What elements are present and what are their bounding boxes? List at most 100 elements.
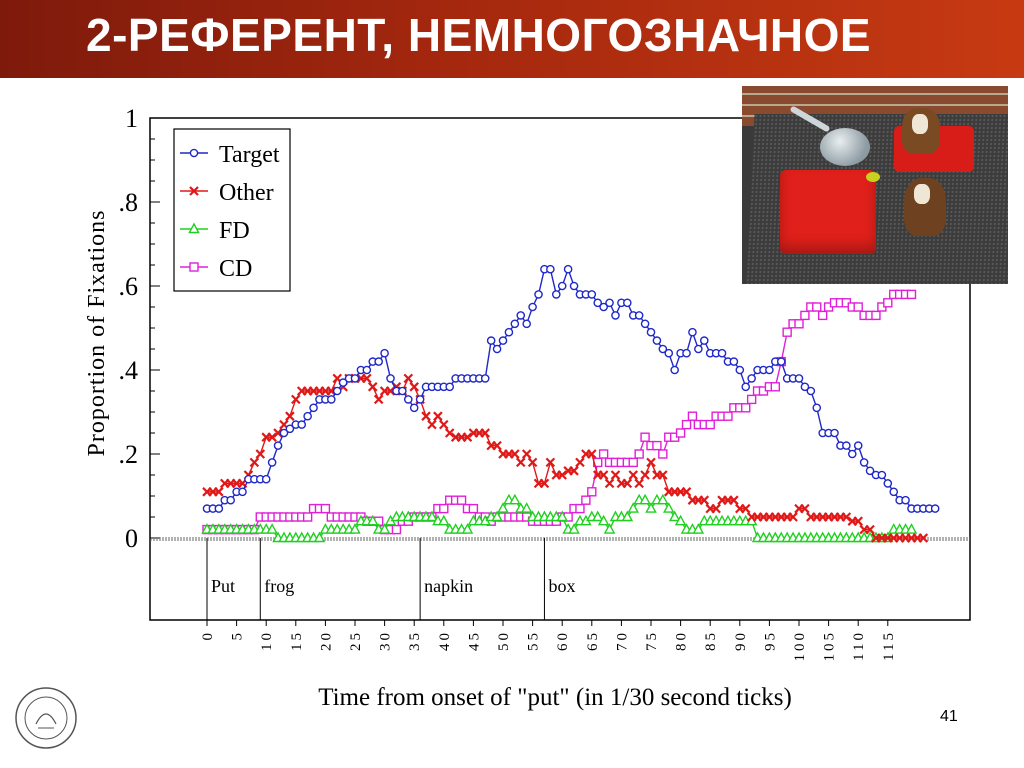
data-point-target <box>830 428 839 438</box>
x-tick-label: 25 <box>348 630 364 651</box>
data-point-target <box>776 357 786 366</box>
data-point-fd <box>645 502 657 513</box>
data-point-other <box>622 478 633 489</box>
x-stroke <box>373 394 384 405</box>
x-stroke <box>788 512 798 522</box>
data-point-cd <box>770 382 781 392</box>
legend-marker-other <box>189 186 199 196</box>
frog-icon <box>866 172 880 182</box>
data-point-fd <box>639 493 651 505</box>
data-point-other <box>711 503 721 514</box>
data-point-target <box>853 441 863 450</box>
data-point-cd <box>658 449 668 459</box>
data-point-target <box>504 327 514 337</box>
x-stroke <box>604 478 615 489</box>
x-stroke <box>367 382 378 392</box>
x-tick-label: 40 <box>437 630 453 651</box>
x-stroke <box>658 470 668 480</box>
x-stroke <box>575 457 585 468</box>
data-point-other <box>557 470 567 480</box>
data-point-other <box>421 411 431 421</box>
data-point-fd <box>556 510 568 522</box>
data-point-fd <box>491 510 503 522</box>
data-point-other <box>628 470 639 480</box>
data-point-target <box>374 357 383 366</box>
data-point-target <box>877 470 887 480</box>
x-tick-label: 70 <box>614 630 630 651</box>
x-stroke <box>800 503 810 514</box>
legend-label-other: Other <box>219 180 274 206</box>
data-point-other <box>267 432 277 442</box>
data-point-cd <box>391 524 402 535</box>
y-tick-label: .4 <box>119 356 139 385</box>
data-point-target <box>901 495 910 505</box>
data-point-other <box>658 470 668 480</box>
data-point-other <box>545 457 556 468</box>
data-point-cd <box>598 449 609 459</box>
data-point-other <box>403 373 414 384</box>
data-point-target <box>303 411 312 421</box>
data-point-target <box>309 403 318 413</box>
data-point-target <box>273 441 283 450</box>
x-tick-label: 15 <box>289 630 305 651</box>
x-tick-label: 50 <box>496 630 512 651</box>
data-point-target <box>765 365 774 375</box>
title-bar: 2-РЕФЕРЕНТ, НЕМНОГОЗНАЧНОЕ <box>0 0 1024 78</box>
data-point-other <box>367 382 378 392</box>
word-segment-label: box <box>548 576 575 596</box>
data-point-other <box>646 457 656 468</box>
y-tick-label: .2 <box>119 440 139 469</box>
data-point-target <box>842 441 851 450</box>
x-stroke <box>634 478 644 489</box>
data-point-target <box>415 395 425 404</box>
data-point-cd <box>705 419 715 430</box>
x-tick-label: 60 <box>555 630 571 651</box>
data-point-cd <box>575 503 585 514</box>
x-tick-label: 5 <box>230 630 246 641</box>
data-point-target <box>729 357 739 366</box>
data-point-target <box>403 395 413 404</box>
data-point-cd <box>681 419 692 430</box>
legend-label-target: Target <box>219 142 280 168</box>
x-stroke <box>557 470 567 480</box>
x-stroke <box>622 478 633 489</box>
data-point-target <box>794 374 804 383</box>
data-point-target <box>688 327 697 337</box>
x-stroke <box>918 533 929 543</box>
legend-marker-fd <box>188 222 200 234</box>
x-stroke <box>492 440 502 451</box>
data-point-cd <box>812 302 822 312</box>
data-point-target <box>883 479 893 488</box>
data-point-fd <box>692 523 705 534</box>
data-point-target <box>812 403 822 413</box>
data-point-target <box>634 311 644 320</box>
data-point-target <box>682 348 691 358</box>
data-point-fd <box>366 514 379 526</box>
data-point-other <box>800 503 810 514</box>
x-stroke <box>729 495 739 505</box>
x-stroke <box>545 457 556 468</box>
data-point-target <box>214 504 224 513</box>
data-point-fd <box>591 510 604 522</box>
x-stroke <box>332 373 343 384</box>
data-point-target <box>741 382 751 392</box>
x-tick-label: 90 <box>733 630 749 651</box>
data-point-other <box>480 428 491 438</box>
x-stroke <box>362 373 372 384</box>
x-tick-label: 80 <box>674 630 690 651</box>
data-point-cd <box>439 503 449 514</box>
y-tick-label: 1 <box>125 104 138 133</box>
data-point-fd <box>905 523 918 534</box>
data-point-cd <box>587 487 597 497</box>
x-stroke <box>527 457 538 468</box>
data-point-other <box>610 470 621 480</box>
data-point-other <box>409 382 419 392</box>
data-point-other <box>249 457 260 468</box>
y-tick-label: 0 <box>125 524 138 553</box>
data-point-cd <box>871 310 881 321</box>
data-point-other <box>427 419 437 430</box>
data-point-target <box>587 290 597 299</box>
data-point-other <box>291 394 301 405</box>
data-point-target <box>717 348 727 358</box>
